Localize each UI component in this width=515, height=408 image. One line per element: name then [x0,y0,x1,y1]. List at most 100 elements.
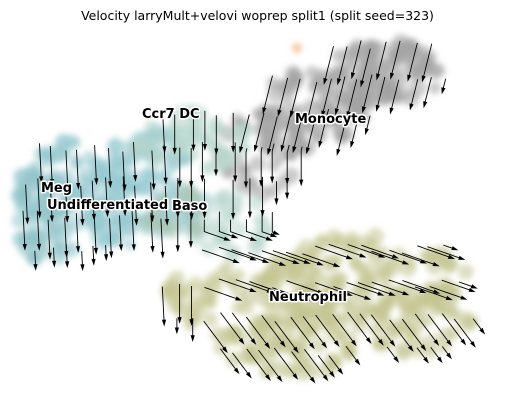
cell-point [11,188,24,201]
streamline-arrow [39,176,44,184]
streamline-arrow [291,294,299,299]
streamline [402,280,437,293]
streamline-arrow [122,209,127,217]
streamline-arrow [359,253,367,258]
streamline-arrow [280,290,288,295]
streamline-arrow [293,346,299,354]
streamline-arrow [279,261,287,266]
streamline-arrow [336,148,341,156]
streamline-arrow [470,284,478,289]
streamline [203,219,228,240]
streamline [76,149,79,186]
streamline-arrow [323,77,328,85]
streamline-arrow [94,178,99,186]
streamline [401,318,425,349]
streamline [161,286,165,323]
chart-title: Velocity larryMult+velovi woprep split1 … [81,8,434,23]
streamline-arrow [345,255,353,260]
streamline [390,79,400,111]
streamline [204,286,239,300]
streamline-arrow [360,80,365,88]
streamline [286,144,290,181]
streamline [389,319,412,349]
streamline-arrow [243,181,248,189]
streamline-arrow [47,252,52,260]
streamline-arrow [231,213,236,220]
cell-point [355,234,374,253]
streamline-arrow [52,260,57,268]
streamline [218,246,254,260]
cell-point [250,277,267,294]
streamline [122,151,126,188]
streamline [260,285,296,299]
streamline-arrow [134,218,139,226]
cell-point [35,182,51,198]
cell-point [231,282,249,300]
streamline-arrow [213,169,219,177]
cell-point [255,217,273,235]
streamline-arrow [346,111,351,119]
streamline [390,40,401,76]
streamline [414,313,438,343]
cell-point [164,224,180,239]
cell-point [308,244,322,258]
cell-point [177,137,192,152]
cell-point [236,164,252,181]
streamline-arrow [253,144,258,152]
streamline [273,347,297,377]
streamline [163,144,167,181]
streamline [307,81,318,118]
streamline [254,113,265,149]
streamline [105,177,108,214]
streamline [119,215,122,248]
cell-point [214,157,229,173]
cell-point [344,231,360,247]
cell-point [331,49,346,63]
streamline [371,250,406,264]
cell-point [25,250,42,266]
cell-point [308,365,322,379]
streamline-arrow [350,141,355,149]
streamline [94,145,97,182]
streamline-arrow [447,254,455,259]
streamline-arrow [402,260,410,265]
streamline-arrow [133,175,138,182]
cell-point [279,80,295,95]
streamline [248,252,283,266]
cell-point [165,121,181,137]
streamline [49,182,53,219]
streamline-arrow [277,109,282,117]
streamline [164,185,168,223]
streamline [361,48,371,84]
streamline-arrow [266,288,274,293]
cell-point [337,65,352,80]
cell-point [171,300,185,314]
streamline-arrow [479,327,486,335]
streamline [429,286,464,299]
cell-point [340,96,355,111]
streamline [290,316,313,347]
streamline [306,115,317,151]
cell-point [218,327,236,345]
streamline-arrow [309,342,315,350]
streamline-arrow [322,374,329,382]
streamline-arrow [49,179,55,186]
streamline [427,246,462,260]
streamline [64,182,68,219]
cell-point [362,40,376,54]
cell-point [243,349,259,366]
streamline-arrow [75,246,81,253]
streamline-arrow [292,373,299,380]
cell-point [102,216,116,230]
streamline [22,210,26,247]
cell-point [320,313,334,327]
streamline [230,219,254,241]
streamline [427,314,450,344]
cell-point [421,313,435,327]
streamline-arrow [337,368,344,375]
streamline-arrow [177,317,182,324]
streamline-arrow [151,183,156,191]
cell-point [276,299,292,315]
cell-point [292,43,302,53]
cell-point [339,331,358,349]
